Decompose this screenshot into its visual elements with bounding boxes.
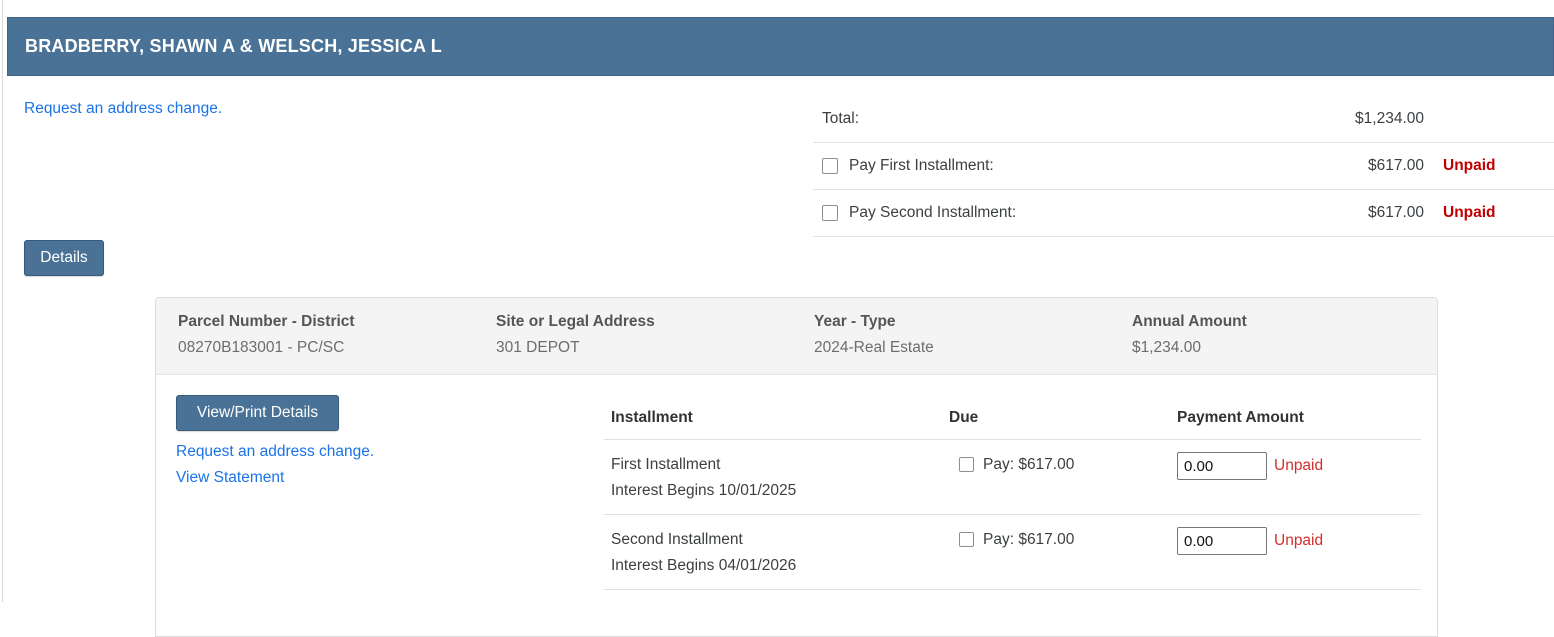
parcel-number-header: Parcel Number - District (178, 313, 355, 330)
row-status-badge: Unpaid (1274, 532, 1324, 549)
payment-amount-column-header: Payment Amount (1177, 409, 1304, 426)
installment-name: Second Installment (611, 531, 743, 548)
total-row: Total: $1,234.00 (813, 96, 1554, 143)
view-statement-link[interactable]: View Statement (176, 469, 285, 486)
request-address-change-link[interactable]: Request an address change. (24, 100, 223, 117)
page-left-border (2, 0, 3, 602)
installment-due-cell: Pay: $617.00 (949, 527, 1177, 579)
first-installment-table-row: First Installment Interest Begins 10/01/… (604, 440, 1421, 515)
parcel-number-column: Parcel Number - District 08270B183001 - … (178, 313, 496, 357)
year-type-header: Year - Type (814, 313, 896, 330)
second-installment-amount: $617.00 (1367, 204, 1424, 221)
row-due-amount: Pay: $617.00 (983, 456, 1075, 473)
installment-column-header: Installment (611, 409, 693, 426)
due-column-header: Due (949, 409, 979, 426)
totals-panel: Total: $1,234.00 Pay First Installment: … (813, 96, 1554, 237)
year-type-value: 2024-Real Estate (814, 339, 934, 356)
installment-name-cell: Second Installment Interest Begins 04/01… (604, 527, 949, 579)
row-status-badge: Unpaid (1274, 457, 1324, 474)
second-payment-amount-input[interactable] (1177, 527, 1267, 555)
parcel-number-value: 08270B183001 - PC/SC (178, 339, 345, 356)
parcel-summary-header: Parcel Number - District 08270B183001 - … (156, 298, 1437, 375)
row-pay-second-checkbox[interactable] (959, 532, 974, 547)
installment-payment-cell: Unpaid (1177, 452, 1421, 504)
installments-table: Installment Due Payment Amount First Ins… (604, 395, 1421, 590)
pay-first-installment-row: Pay First Installment: $617.00 Unpaid (813, 143, 1554, 190)
pay-second-installment-checkbox[interactable] (822, 205, 838, 221)
installment-note: Interest Begins 10/01/2025 (611, 482, 797, 499)
annual-amount-header: Annual Amount (1132, 313, 1247, 330)
installment-name-cell: First Installment Interest Begins 10/01/… (604, 452, 949, 504)
details-button[interactable]: Details (24, 240, 104, 276)
second-installment-table-row: Second Installment Interest Begins 04/01… (604, 515, 1421, 590)
pay-first-installment-checkbox[interactable] (822, 158, 838, 174)
site-address-header: Site or Legal Address (496, 313, 655, 330)
site-address-column: Site or Legal Address 301 DEPOT (496, 313, 814, 357)
owner-title-bar: BRADBERRY, SHAWN A & WELSCH, JESSICA L (7, 17, 1554, 76)
details-panel: Parcel Number - District 08270B183001 - … (155, 297, 1438, 637)
installment-due-cell: Pay: $617.00 (949, 452, 1177, 504)
installment-name: First Installment (611, 456, 721, 473)
first-installment-status: Unpaid (1443, 157, 1496, 174)
year-type-column: Year - Type 2024-Real Estate (814, 313, 1132, 357)
annual-amount-column: Annual Amount $1,234.00 (1132, 313, 1437, 357)
first-installment-amount: $617.00 (1367, 157, 1424, 174)
row-pay-first-checkbox[interactable] (959, 457, 974, 472)
pay-second-installment-label: Pay Second Installment: (849, 204, 1017, 221)
owner-names: BRADBERRY, SHAWN A & WELSCH, JESSICA L (25, 36, 442, 56)
pay-second-installment-row: Pay Second Installment: $617.00 Unpaid (813, 190, 1554, 237)
request-address-change-link-panel[interactable]: Request an address change. (176, 443, 375, 460)
details-panel-body: View/Print Details Request an address ch… (156, 375, 1437, 590)
installment-payment-cell: Unpaid (1177, 527, 1421, 579)
pay-first-installment-label: Pay First Installment: (849, 157, 994, 174)
installments-table-header: Installment Due Payment Amount (604, 395, 1421, 440)
view-print-details-button[interactable]: View/Print Details (176, 395, 339, 431)
total-amount: $1,234.00 (1355, 110, 1424, 127)
annual-amount-value: $1,234.00 (1132, 339, 1201, 356)
second-installment-status: Unpaid (1443, 204, 1496, 221)
parcel-actions: View/Print Details Request an address ch… (176, 395, 604, 590)
first-payment-amount-input[interactable] (1177, 452, 1267, 480)
installment-note: Interest Begins 04/01/2026 (611, 557, 797, 574)
total-label: Total: (822, 110, 860, 127)
site-address-value: 301 DEPOT (496, 339, 580, 356)
row-due-amount: Pay: $617.00 (983, 531, 1075, 548)
